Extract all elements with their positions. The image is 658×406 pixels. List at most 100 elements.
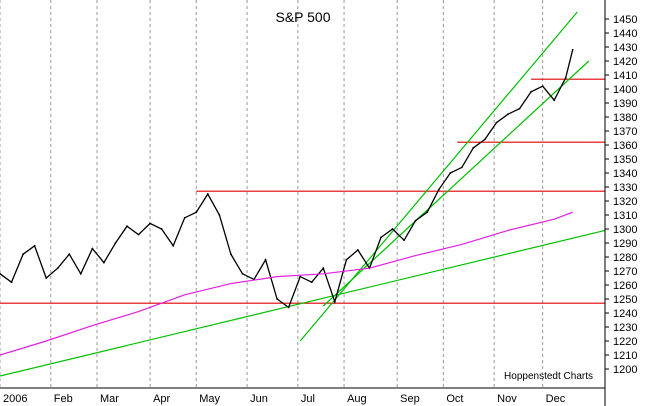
y-tick-label: 1330 [613,182,637,194]
price-point [437,188,440,191]
price-point [45,277,48,279]
price-point [310,281,313,284]
price-point [276,298,278,300]
x-tick-label: Dec [546,393,566,405]
price-point [56,267,59,270]
y-tick-label: 1410 [613,70,637,82]
price-point [333,300,336,303]
y-tick-label: 1300 [613,224,637,236]
price-point [414,219,417,222]
price-point [183,216,186,219]
price-point [172,244,175,247]
series-line-price [0,49,574,309]
price-point [160,228,163,230]
price-point [345,258,348,261]
y-tick-label: 1380 [613,112,637,124]
price-point [149,222,151,225]
price-point [449,172,452,174]
y-tick-label: 1200 [613,364,637,376]
y-tick-label: 1370 [613,126,637,138]
price-point [264,258,267,261]
y-tick-label: 1230 [613,322,637,334]
price-point [33,244,36,247]
series-lines [0,48,574,356]
y-tick-label: 1210 [613,350,637,362]
grid [0,0,609,388]
price-point [241,272,244,275]
price-point [403,239,406,242]
price-point [137,233,140,236]
price-point [299,275,302,278]
trendline-0 [0,229,606,377]
price-point [553,99,556,102]
price-point [541,85,544,88]
x-tick-label: 2006 [3,393,27,405]
price-point [126,225,128,228]
y-tick-label: 1340 [613,168,637,180]
chart-title: S&P 500 [275,9,330,25]
x-tick-label: Aug [347,393,367,405]
x-tick-labels: 2006 Feb Mar Apr May Jun Jul Aug Sep Oct Nov Dec [3,393,566,405]
price-point [380,236,382,239]
price-point [391,228,394,230]
price-point [218,214,221,216]
y-tick-label: 1290 [613,238,637,250]
price-point [22,253,24,256]
x-tick-label: May [199,393,220,405]
price-point [103,261,105,264]
y-tick-label: 1270 [613,266,637,278]
y-tick-label: 1220 [613,336,637,348]
price-point [530,90,533,93]
price-point [10,281,13,284]
x-tick-label: Nov [497,393,517,405]
y-tick-label: 1310 [613,210,637,222]
price-point [91,247,94,250]
price-point [230,253,232,256]
y-tick-label: 1240 [613,308,637,320]
y-tick-label: 1320 [613,196,637,208]
y-tick-label: 1400 [613,84,637,96]
support-resistance-lines [0,78,605,304]
price-point [79,272,82,275]
trendline-1 [299,11,578,342]
price-point [206,193,209,195]
trendlines [0,11,606,377]
x-tick-label: Jun [250,393,268,405]
price-point [357,249,359,251]
price-point [426,211,429,214]
x-tick-label: Jul [301,393,315,405]
y-tick-label: 1350 [613,154,637,166]
y-tick-label: 1250 [613,294,637,306]
y-tick-label: 1390 [613,98,637,110]
price-point [564,76,567,79]
x-tick-label: Sep [400,393,420,405]
y-tick-label: 1440 [613,28,637,40]
price-point [0,272,1,275]
chart-credit: Hoppenstedt Charts [504,371,593,382]
y-tick-label: 1360 [613,140,637,152]
price-point [472,146,475,149]
price-point [518,107,521,110]
x-tick-label: Apr [153,393,170,405]
y-tick-labels: 1200 1210 1220 1230 1240 1250 1260 1270 1280 1290… [613,14,637,376]
y-tick-label: 1450 [613,14,637,26]
x-tick-label: Mar [100,393,119,405]
y-tick-label: 1420 [613,56,637,68]
price-point [484,138,486,141]
x-tick-label: Oct [446,393,463,405]
series-line-moving-average [0,211,573,356]
price-point [322,267,325,270]
price-point [507,113,509,116]
x-tick-label: Feb [54,393,73,405]
price-point [495,121,498,124]
price-point [460,166,463,169]
y-tick-label: 1430 [613,42,637,54]
price-point [287,306,290,309]
y-tick-label: 1260 [613,280,637,292]
price-point [195,211,198,214]
y-tick-label: 1280 [613,252,637,264]
price-point [571,48,574,51]
price-point [114,242,117,244]
